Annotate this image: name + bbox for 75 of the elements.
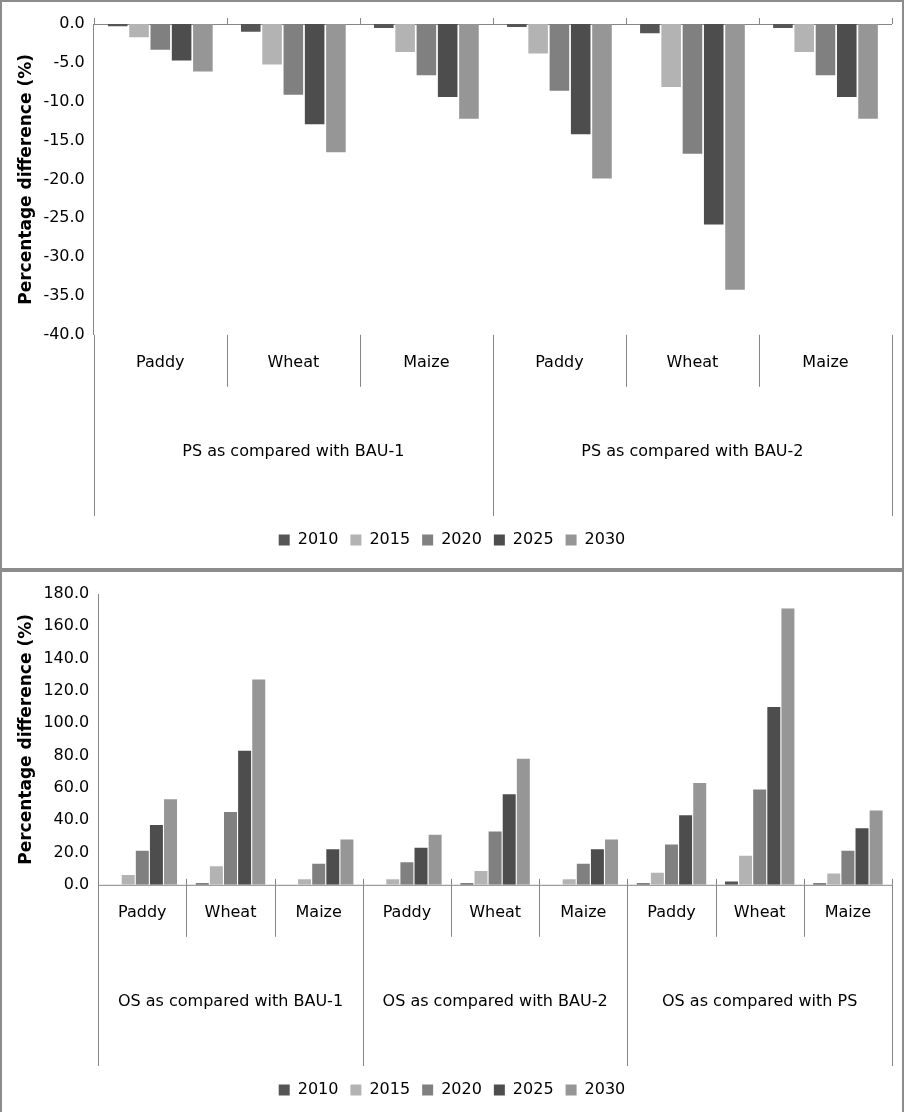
y-tick-label: -20.0 bbox=[43, 168, 85, 188]
y-tick-label: -25.0 bbox=[43, 207, 85, 227]
bar bbox=[650, 872, 664, 885]
x-tick-label: Paddy bbox=[647, 901, 696, 921]
x-tick-label: Maize bbox=[824, 901, 872, 921]
y-tick-label: -35.0 bbox=[43, 285, 85, 305]
bar bbox=[414, 847, 428, 885]
y-tick-label: 180.0 bbox=[43, 583, 90, 603]
legend-label: 2025 bbox=[512, 1079, 554, 1099]
x-tick-label: Maize bbox=[403, 351, 450, 371]
bar bbox=[827, 873, 841, 885]
bar bbox=[502, 794, 516, 885]
x-tick-label: Maize bbox=[295, 901, 342, 921]
x-tick-label: Wheat bbox=[666, 351, 719, 371]
text: PS as compared with BAU-2 bbox=[581, 440, 804, 460]
bar bbox=[605, 839, 619, 885]
bar bbox=[238, 750, 252, 885]
bar bbox=[149, 825, 163, 885]
bar bbox=[869, 810, 883, 885]
text: OS as compared with BAU-2 bbox=[382, 990, 608, 1010]
legend-label: 2025 bbox=[512, 529, 554, 549]
bar bbox=[767, 707, 781, 885]
legend-label: 2030 bbox=[584, 1079, 626, 1099]
x-tick-label: Paddy bbox=[535, 351, 584, 371]
legend-label: 2015 bbox=[369, 529, 411, 549]
x-tick-label: Maize bbox=[560, 901, 607, 921]
legend-label: 2010 bbox=[297, 1079, 339, 1099]
x-tick-label: Wheat bbox=[469, 901, 522, 921]
y-tick-label: -40.0 bbox=[43, 323, 85, 343]
y-tick-label: 0.0 bbox=[59, 13, 85, 33]
bar bbox=[590, 849, 604, 885]
x-tick-label: Wheat bbox=[204, 901, 257, 921]
legend-label: 2020 bbox=[441, 1079, 482, 1099]
y-tick-label: 100.0 bbox=[43, 712, 90, 732]
bar bbox=[326, 849, 340, 885]
x-tick-label: Paddy bbox=[382, 901, 432, 921]
y-tick-label: -30.0 bbox=[43, 246, 85, 266]
bar bbox=[252, 679, 266, 885]
legend-label: 2010 bbox=[297, 529, 339, 549]
text: OS as compared with BAU-1 bbox=[117, 990, 344, 1010]
text: OS as compared with PS bbox=[662, 990, 858, 1010]
x-tick-label: Maize bbox=[802, 351, 849, 371]
legend-label: 2015 bbox=[369, 1079, 411, 1099]
text: PS as compared with BAU-1 bbox=[182, 440, 405, 460]
bar bbox=[121, 875, 135, 885]
bar bbox=[781, 608, 795, 885]
y-tick-label: 120.0 bbox=[43, 680, 90, 700]
x-tick-label: Paddy bbox=[136, 351, 185, 371]
legend-label: 2020 bbox=[441, 529, 482, 549]
x-tick-label: Wheat bbox=[733, 901, 786, 921]
bar bbox=[739, 855, 753, 885]
y-tick-label: 80.0 bbox=[53, 744, 90, 764]
bar bbox=[474, 871, 488, 885]
x-tick-label: Paddy bbox=[118, 901, 167, 921]
x-tick-label: Wheat bbox=[267, 351, 320, 371]
bar bbox=[340, 839, 354, 885]
y-tick-label: 140.0 bbox=[43, 647, 90, 667]
y-tick-label: -5.0 bbox=[53, 52, 85, 72]
y-tick-label: 160.0 bbox=[43, 615, 90, 635]
y-tick-label: -15.0 bbox=[43, 129, 85, 149]
bar bbox=[209, 866, 223, 885]
bar bbox=[164, 799, 178, 885]
bar bbox=[679, 815, 693, 885]
y-tick-label: 40.0 bbox=[53, 809, 90, 829]
bar bbox=[855, 828, 869, 885]
bar bbox=[428, 834, 442, 885]
legend-label: 2030 bbox=[584, 529, 626, 549]
bar bbox=[693, 783, 707, 885]
y-tick-label: -10.0 bbox=[43, 90, 85, 110]
y-axis-title: Percentage difference (%) bbox=[14, 54, 35, 305]
y-axis-title: Percentage difference (%) bbox=[14, 614, 35, 865]
bar bbox=[516, 758, 530, 885]
y-tick-label: 60.0 bbox=[53, 777, 90, 797]
y-tick-label: 20.0 bbox=[53, 841, 90, 861]
y-tick-label: 0.0 bbox=[63, 873, 90, 893]
